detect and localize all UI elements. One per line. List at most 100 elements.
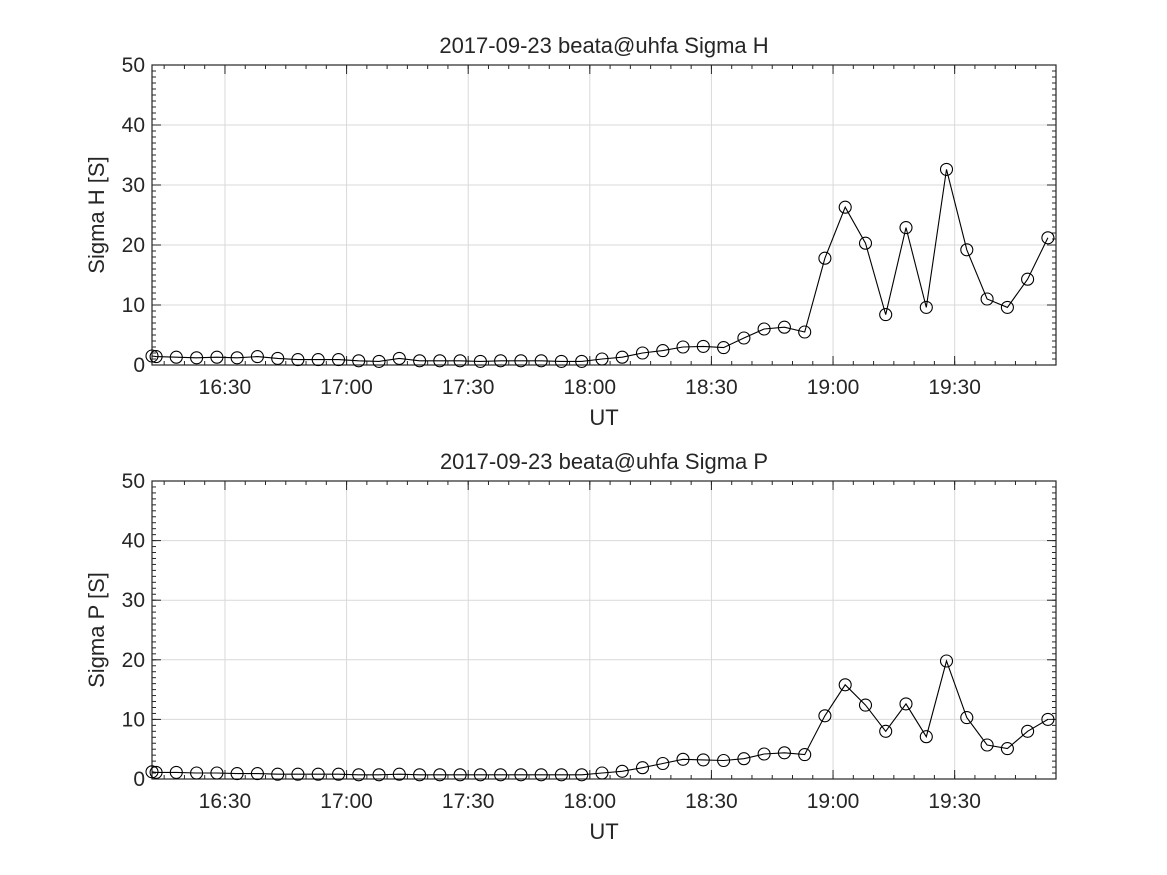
x-tick-label: 19:30 [928,790,981,813]
data-point [149,350,163,364]
data-point [777,746,791,760]
data-point [818,709,832,723]
data-point [656,756,670,771]
data-point [575,768,589,782]
data-point [311,353,325,367]
data-point [615,764,629,778]
data-point [737,331,751,345]
data-point [595,766,609,780]
data-point [453,768,467,782]
data-point [331,353,346,367]
data-point [656,344,670,358]
data-point [514,354,528,368]
data-point [534,354,548,368]
data-point [190,351,204,365]
data-point [1041,231,1055,245]
chart-panel-1: 16:30 17:00 17:30 18:00 18:30 19:00 19:30 0 10 20… [84,33,1057,430]
y-tick-label: 50 [122,470,145,493]
data-point [250,767,264,781]
data-point [838,678,852,692]
data-point [676,340,690,354]
y-tick-label: 50 [122,54,145,77]
data-point [372,768,386,782]
y-tick-label: 10 [122,294,145,317]
y-tick-label: 30 [122,589,145,612]
y-tick-label: 0 [133,768,145,791]
data-point [169,765,183,779]
y-tick-label: 0 [133,354,145,377]
data-point [858,698,873,712]
y-axis-label: Sigma P [S] [84,572,109,688]
y-tick-label: 40 [122,530,145,553]
y-tick-label: 10 [122,708,145,731]
series-line [151,169,1049,362]
y-tick-label: 30 [122,174,145,197]
data-point [1021,724,1035,738]
data-point [534,768,548,782]
data-point [899,221,913,235]
chart-title: 2017-09-23 beata@uhfa Sigma P [440,449,768,474]
data-point [757,322,771,336]
chart-title: 2017-09-23 beata@uhfa Sigma H [439,33,768,58]
data-point [595,352,609,366]
data-point [879,724,893,738]
data-point [960,243,974,257]
data-point [798,325,812,339]
data-point [879,308,893,322]
x-tick-label: 17:30 [442,790,495,813]
data-point [737,752,751,766]
data-point [413,768,427,782]
data-point [798,748,812,762]
x-axis-label: UT [589,405,618,430]
data-point [635,761,650,775]
data-point [392,767,406,781]
data-point [554,354,568,368]
data-point [696,339,710,353]
data-point [615,350,629,364]
data-point [494,354,508,368]
data-point [919,730,933,744]
data-point [939,162,954,176]
data-point [514,768,528,782]
data-point [473,354,487,368]
data-point [575,354,589,368]
data-point [413,354,427,368]
data-point [230,767,244,781]
data-point [271,351,285,365]
data-point [939,654,954,668]
data-point [717,341,731,355]
x-tick-label: 17:30 [442,376,495,399]
x-tick-label: 16:30 [199,376,252,399]
data-point [473,768,487,782]
data-point [980,292,994,306]
data-point [1041,712,1055,726]
data-point [149,765,163,779]
data-point [169,350,183,364]
x-tick-label: 18:00 [564,790,617,813]
x-tick-label: 18:00 [564,376,617,399]
data-point [980,738,994,752]
data-point [1000,742,1014,756]
data-point [145,349,159,363]
data-point [372,354,386,368]
data-point [676,752,690,766]
x-tick-label: 19:00 [807,376,860,399]
data-point [145,765,159,779]
data-point [919,300,933,314]
data-point [291,353,305,367]
y-tick-label: 20 [122,649,145,672]
data-point [838,200,852,214]
x-tick-label: 17:00 [320,790,373,813]
data-point [818,251,832,265]
data-point [271,767,285,781]
data-point [210,766,224,780]
data-point [291,767,305,781]
data-point [433,354,447,368]
data-point [311,767,325,781]
data-point [757,747,771,761]
y-tick-label: 20 [122,234,145,257]
data-point [960,711,974,725]
data-point [190,766,204,780]
data-point [230,351,244,365]
